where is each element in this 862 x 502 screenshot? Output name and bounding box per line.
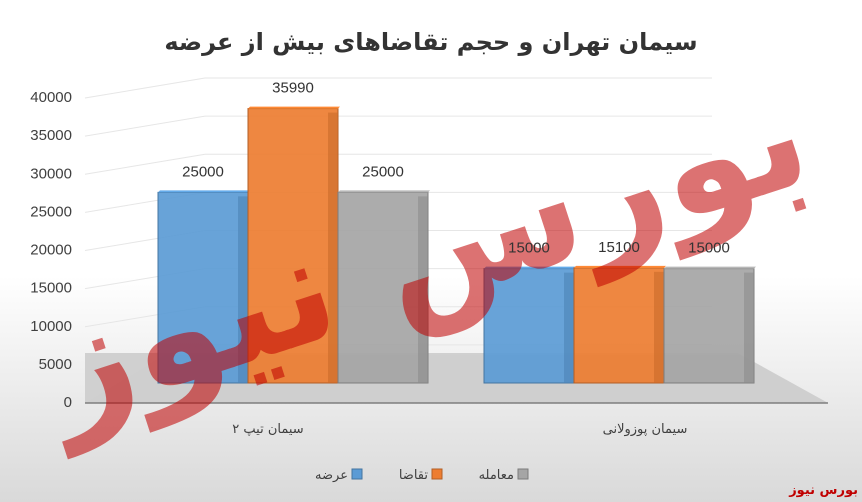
y-tick-label: 20000 (30, 242, 72, 259)
data-label: 15000 (688, 240, 730, 257)
bar-side (654, 271, 664, 383)
bar-top (338, 190, 430, 193)
legend-label: تقاضا (399, 468, 429, 483)
y-tick-label: 0 (64, 394, 72, 411)
y-tick-label: 15000 (30, 280, 72, 297)
bar-front (337, 191, 429, 384)
legend-item: عرضه (315, 468, 363, 483)
gridline-depth (84, 115, 206, 137)
y-tick-label: 40000 (30, 89, 72, 106)
y-tick-label: 5000 (39, 356, 72, 373)
bar (483, 266, 576, 384)
gridline-depth (84, 153, 206, 175)
y-tick-label: 25000 (30, 203, 72, 220)
bar (157, 190, 250, 384)
bar-front (157, 191, 249, 384)
data-label: 15000 (508, 240, 550, 257)
bar (247, 106, 340, 384)
legend-swatch (351, 468, 363, 480)
bar (337, 190, 430, 384)
bar-top (484, 266, 576, 269)
legend: عرضه تقاضا معامله (315, 468, 529, 483)
legend-swatch (431, 468, 443, 480)
bar (573, 265, 666, 384)
legend-item: معامله (479, 468, 529, 483)
brand-logo-text: بورس نیوز (788, 483, 858, 498)
x-tick-label: سیمان پوزولانی (603, 422, 688, 437)
bar-front (483, 268, 575, 384)
bar-top (574, 265, 666, 268)
bar (663, 266, 756, 384)
bars (157, 106, 756, 384)
y-tick-label: 35000 (30, 127, 72, 144)
legend-label: عرضه (315, 468, 348, 483)
bar-side (744, 272, 754, 383)
bar-side (418, 196, 428, 383)
bar-side (238, 196, 248, 383)
data-label: 25000 (182, 163, 224, 180)
x-tick-label: سیمان تیپ ۲ (232, 422, 303, 437)
bar-front (573, 267, 665, 384)
data-label: 15100 (598, 239, 640, 256)
y-axis: 0 5000 10000 15000 20000 25000 30000 35000 40000 (30, 89, 72, 411)
legend-swatch (517, 468, 529, 480)
bar-top (664, 266, 756, 269)
chart-title: سیمان تهران و حجم تقاضاهای بیش از عرضه (164, 28, 697, 56)
bar-front (663, 268, 755, 384)
y-tick-label: 30000 (30, 165, 72, 182)
bar-top (248, 106, 340, 109)
bar-side (328, 112, 338, 384)
bar-top (158, 190, 250, 193)
data-label: 35990 (272, 80, 314, 97)
legend-label: معامله (479, 468, 514, 483)
x-axis: سیمان تیپ ۲ سیمان پوزولانی (85, 402, 828, 437)
gridline-depth (84, 77, 206, 99)
y-tick-label: 10000 (30, 318, 72, 335)
data-label: 25000 (362, 163, 404, 180)
legend-item: تقاضا (399, 468, 443, 483)
bar-front (247, 108, 339, 384)
bar-side (564, 272, 574, 383)
data-labels: 25000 35990 25000 15000 15100 15000 (182, 80, 730, 257)
